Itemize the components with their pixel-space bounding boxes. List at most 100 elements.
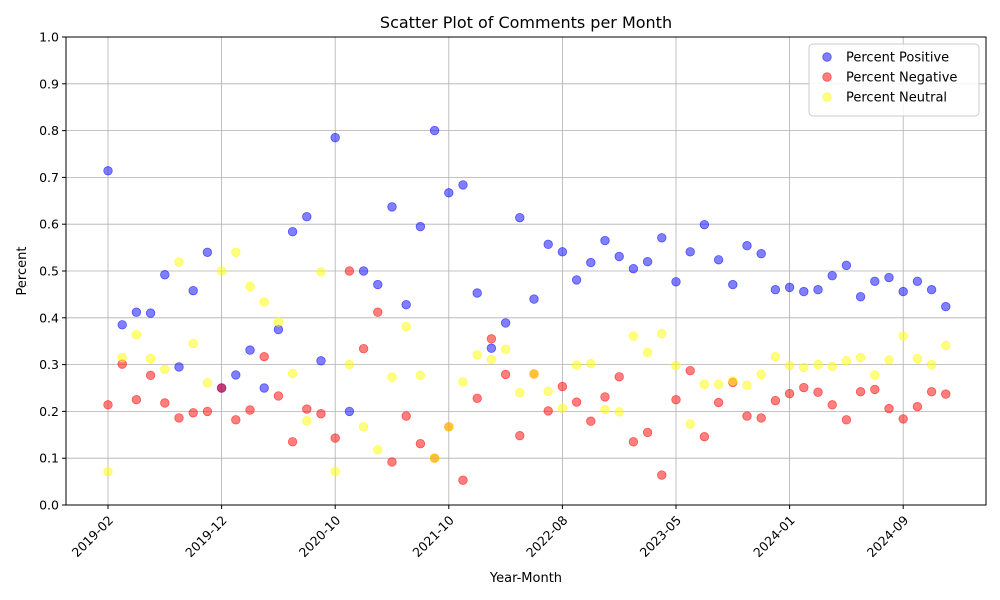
point-series-0 [145,308,156,318]
point-series-2 [131,329,142,340]
point-series-1 [600,392,610,402]
point-series-0 [131,307,142,317]
point-series-1 [245,405,255,415]
point-series-0 [855,292,866,302]
point-series-0 [699,219,710,230]
point-series-0 [444,188,454,198]
point-series-1 [799,382,809,393]
point-series-0 [600,235,610,246]
point-series-1 [571,397,582,407]
point-series-2 [543,386,553,396]
point-series-0 [586,257,596,268]
point-series-2 [699,379,710,389]
point-series-0 [202,247,213,257]
point-series-2 [586,358,596,369]
point-series-0 [571,275,582,285]
point-series-2 [784,360,795,371]
point-series-0 [174,362,184,372]
point-series-2 [273,317,284,327]
point-series-2 [870,370,880,380]
point-series-1 [841,415,852,425]
point-series-2 [926,359,937,370]
point-series-2 [330,466,340,477]
y-tick-label: 0.2 [39,404,59,419]
point-series-1 [941,389,951,399]
point-series-1 [543,406,553,416]
point-series-1 [131,395,142,405]
point-series-1 [898,414,908,424]
point-series-2 [841,356,852,366]
point-series-0 [316,356,326,366]
point-series-2 [529,369,539,379]
point-series-1 [926,387,937,397]
point-series-1 [557,381,568,392]
point-series-2 [827,361,837,372]
legend-label-0: Percent Positive [846,51,949,66]
point-series-2 [387,372,397,382]
y-tick-label: 0.3 [39,357,59,372]
point-series-2 [373,445,383,455]
point-series-1 [145,370,156,381]
point-series-2 [145,353,156,364]
point-series-0 [401,299,411,310]
point-series-2 [614,407,624,417]
y-tick-label: 0.6 [39,217,59,232]
point-series-1 [870,384,880,395]
point-series-1 [884,403,894,414]
point-series-2 [259,297,269,307]
point-series-2 [671,360,681,371]
point-series-1 [515,431,525,441]
point-series-2 [415,370,426,381]
point-series-1 [657,470,667,480]
point-series-1 [855,387,866,397]
point-series-2 [429,453,440,463]
point-series-1 [784,388,795,399]
point-series-2 [756,369,766,380]
point-series-2 [884,355,894,365]
point-series-1 [287,437,298,447]
point-series-0 [358,266,369,276]
point-series-2 [657,329,667,339]
point-series-1 [756,413,766,423]
point-series-1 [770,395,781,406]
point-series-0 [486,343,497,353]
point-series-2 [628,331,639,341]
legend-marker-0 [822,52,832,62]
point-series-2 [245,281,255,292]
point-series-1 [628,437,639,447]
point-series-2 [231,247,241,257]
legend-box [808,43,980,117]
point-series-0 [188,285,198,296]
point-series-2 [557,403,568,413]
point-series-1 [415,438,426,449]
point-series-2 [500,344,511,354]
y-axis-ticks: 0.0 0.1 0.2 0.3 0.4 0.5 0.6 0.7 0.8 0.9 1.0 [39,30,66,513]
point-series-2 [813,359,823,370]
point-series-0 [827,270,837,281]
point-series-2 [799,362,809,373]
point-series-2 [216,266,227,276]
y-tick-label: 0.4 [39,310,59,325]
point-series-0 [657,233,667,243]
point-series-1 [713,397,724,408]
point-series-1 [373,307,383,317]
point-series-1 [231,415,241,425]
y-tick-label: 0.0 [39,498,59,513]
point-series-1 [259,351,269,362]
point-series-0 [926,285,937,295]
point-series-1 [912,402,923,412]
legend-label-1: Percent Negative [846,71,957,86]
point-series-1 [813,387,823,397]
point-series-1 [500,369,511,380]
point-series-1 [586,416,596,426]
point-series-1 [401,411,411,421]
point-series-0 [387,202,397,212]
point-series-1 [387,457,397,467]
point-series-2 [642,347,653,358]
point-series-2 [401,321,411,332]
point-series-2 [302,416,312,426]
point-series-0 [231,370,241,380]
point-series-2 [571,360,582,370]
point-series-0 [429,125,440,136]
point-series-1 [202,406,213,417]
